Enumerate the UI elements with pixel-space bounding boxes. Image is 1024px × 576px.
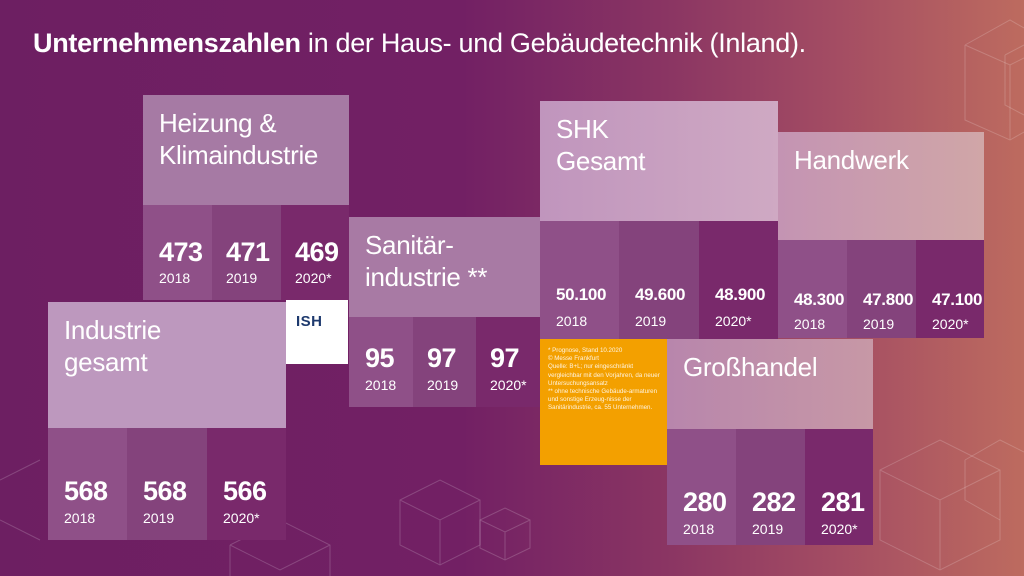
card-label: Heizung & Klimaindustrie	[159, 108, 319, 170]
cell-value: 47.100	[932, 290, 983, 309]
card-handwerk: Handwerk 48.300 2018 47.800 2019 47.100 …	[778, 132, 984, 338]
cell-year: 2019	[226, 270, 258, 286]
cell-year: 2020*	[490, 377, 527, 393]
cell-value: 282	[752, 487, 796, 517]
cell-2018: 568 2018	[48, 428, 127, 540]
cell-2018: 280 2018	[667, 429, 736, 545]
card-header: Industrie gesamt	[48, 302, 286, 428]
ish-logo: ISH	[286, 300, 348, 364]
cell-2019: 49.600 2019	[619, 221, 699, 339]
title-bold: Unternehmenszahlen	[33, 28, 301, 58]
card-header: Handwerk	[778, 132, 984, 240]
card-shk-gesamt: SHK Gesamt 50.100 2018 49.600 2019 48.90…	[540, 101, 778, 339]
cell-year: 2020*	[932, 316, 969, 332]
page-title: Unternehmenszahlen in der Haus- und Gebä…	[33, 28, 806, 59]
cell-2018: 95 2018	[349, 317, 413, 407]
cell-year: 2018	[794, 316, 826, 332]
cell-year: 2020*	[223, 510, 260, 526]
cell-value: 566	[223, 476, 267, 506]
title-rest: in der Haus- und Gebäudetechnik (Inland)…	[300, 28, 806, 58]
cell-value: 281	[821, 487, 865, 517]
cell-value: 97	[490, 343, 520, 373]
card-header: Heizung & Klimaindustrie	[143, 95, 349, 205]
card-grosshandel: Großhandel 280 2018 282 2019 281 2020*	[667, 339, 873, 545]
cell-year: 2019	[863, 316, 895, 332]
card-heizung-klimaindustrie: Heizung & Klimaindustrie 473 2018 471 20…	[143, 95, 349, 300]
cell-value: 473	[159, 237, 203, 267]
card-label: Großhandel	[683, 352, 818, 382]
cell-2018: 473 2018	[143, 205, 212, 300]
footnote-text: * Prognose, Stand 10.2020 © Messe Frankf…	[548, 347, 660, 412]
cell-year: 2019	[752, 521, 784, 537]
cell-2019: 282 2019	[736, 429, 805, 545]
cell-2020: 47.100 2020*	[916, 240, 984, 338]
card-label: Handwerk	[794, 145, 909, 175]
cell-year: 2019	[427, 377, 459, 393]
cell-year: 2020*	[715, 313, 752, 329]
cell-2018: 50.100 2018	[540, 221, 619, 339]
card-label: SHK Gesamt	[556, 114, 646, 176]
card-label: Sanitär- industrie **	[365, 230, 488, 292]
card-header: SHK Gesamt	[540, 101, 778, 221]
cell-2019: 568 2019	[127, 428, 207, 540]
cell-year: 2020*	[295, 270, 332, 286]
cell-value: 49.600	[635, 285, 686, 304]
cell-2020: 97 2020*	[476, 317, 540, 407]
card-industrie-gesamt: Industrie gesamt 568 2018 568 2019 566 2…	[48, 302, 286, 540]
cell-value: 97	[427, 343, 457, 373]
card-header: Sanitär- industrie **	[349, 217, 540, 317]
cell-value: 469	[295, 237, 339, 267]
cell-value: 568	[143, 476, 187, 506]
cell-value: 48.900	[715, 285, 766, 304]
cell-value: 280	[683, 487, 727, 517]
cell-year: 2018	[365, 377, 397, 393]
ish-logo-text: ISH	[296, 313, 323, 330]
cell-2018: 48.300 2018	[778, 240, 847, 338]
cell-value: 48.300	[794, 290, 845, 309]
cell-value: 47.800	[863, 290, 914, 309]
cell-2019: 471 2019	[212, 205, 281, 300]
card-label: Industrie gesamt	[64, 315, 162, 377]
cell-2020: 281 2020*	[805, 429, 873, 545]
cell-year: 2019	[143, 510, 175, 526]
cell-value: 95	[365, 343, 395, 373]
cell-value: 471	[226, 237, 270, 267]
cell-year: 2019	[635, 313, 667, 329]
cell-year: 2020*	[821, 521, 858, 537]
footnote-box: * Prognose, Stand 10.2020 © Messe Frankf…	[540, 339, 667, 465]
cell-2020: 469 2020*	[281, 205, 349, 300]
card-header: Großhandel	[667, 339, 873, 429]
cell-year: 2018	[556, 313, 588, 329]
cell-value: 50.100	[556, 285, 607, 304]
cell-2020: 566 2020*	[207, 428, 286, 540]
cell-2019: 47.800 2019	[847, 240, 916, 338]
cell-year: 2018	[683, 521, 715, 537]
cell-year: 2018	[64, 510, 96, 526]
cell-2020: 48.900 2020*	[699, 221, 778, 339]
cell-year: 2018	[159, 270, 191, 286]
cell-2019: 97 2019	[413, 317, 476, 407]
card-sanitaerindustrie: Sanitär- industrie ** 95 2018 97 2019 97…	[349, 217, 540, 407]
cell-value: 568	[64, 476, 108, 506]
